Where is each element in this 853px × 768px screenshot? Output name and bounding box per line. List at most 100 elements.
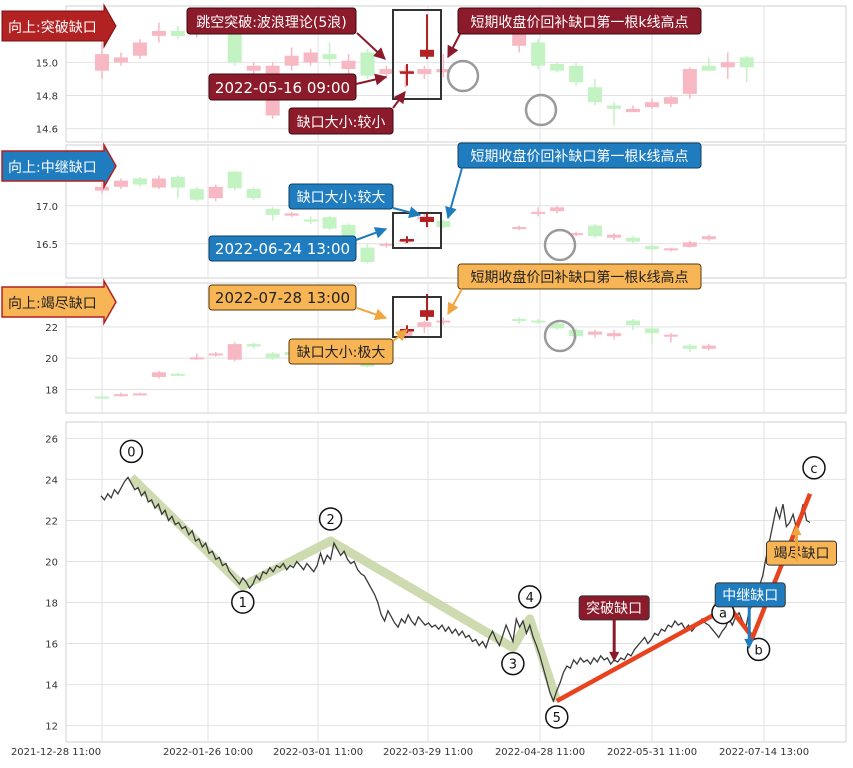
panel-2-candle [208, 186, 223, 199]
panel-1-candle [151, 30, 166, 36]
panel-3-candle [246, 344, 261, 347]
panel-1-candle [170, 30, 185, 36]
panel-3-candle [569, 329, 584, 337]
price-y-tick-label: 22 [45, 516, 58, 527]
panel-2-candle [607, 234, 622, 238]
panel-2-candle [95, 186, 109, 191]
x-tick-label: 2022-03-01 11:00 [273, 747, 363, 758]
panel-3-candle [531, 320, 546, 323]
panel-2-candle [550, 207, 565, 212]
panel-1-candle [113, 57, 128, 63]
panel-2-frame [65, 144, 847, 279]
panel-2-gap-size-label: 缺口大小:较大 [297, 190, 386, 206]
x-tick-label: 2022-04-28 11:00 [495, 747, 585, 758]
gap-marker-label-1: 中继缺口 [722, 588, 778, 604]
panel-1-candle [625, 108, 640, 113]
panel-1-candle [644, 102, 659, 108]
panel-2-candle [701, 236, 716, 240]
panel-1-candle [417, 69, 432, 74]
panel-3-date-label: 2022-07-28 13:00 [215, 289, 350, 307]
panel-2-candle [322, 217, 337, 229]
panel-3-date-arrow [356, 307, 388, 321]
panel-2-gap-size-box [288, 183, 394, 210]
abc-label-b: b [754, 643, 762, 658]
price-y-tick-label: 18 [45, 599, 58, 610]
panel-2-annotations: 向上:中继缺口 短期收盘价回补缺口第一根k线高点 缺口大小:较大 2022-06… [1, 142, 702, 262]
panel-2-candle [303, 219, 318, 222]
panel-2-candle [379, 243, 394, 246]
panel-1-target-label: 短期收盘价回补缺口第一根k线高点 [470, 14, 688, 31]
panel-1-candle [682, 69, 697, 94]
wave-label-circle-3 [501, 651, 525, 676]
gap-marker-box-2 [765, 540, 837, 566]
panel-3-gap-size-arrow [392, 329, 408, 342]
panel-1-candle [607, 105, 622, 109]
panel-2-candle [512, 227, 527, 230]
panel-1-candle [246, 65, 261, 71]
panel-1-gap-size-box [288, 107, 394, 135]
panel-3-candle [113, 394, 128, 397]
panel-3-gap-size-label: 缺口大小:极大 [297, 345, 386, 361]
price-y-tick-label: 12 [45, 722, 58, 733]
panel-3-candle [701, 345, 716, 349]
panel-2-candle [625, 237, 640, 242]
panel-1-frame [65, 5, 847, 143]
grid-lines: 15.014.814.617.016.522201826242220181614… [11, 6, 846, 758]
panel-3-candle [227, 344, 242, 360]
panel-2-candle [246, 189, 261, 199]
panel-3-tag-arrow [1, 278, 117, 326]
panel-2-date-arrow [355, 227, 388, 241]
panel-1-candle [701, 65, 716, 71]
wave-label-5: 5 [553, 711, 561, 726]
x-tick-label: 2022-03-29 11:00 [383, 747, 473, 758]
panel-3-target-label: 短期收盘价回补缺口第一根k线高点 [470, 269, 688, 286]
price-panel-plot: 0 1 2 3 4 5 a b c 突破缺口 中继缺口 竭尽缺口 [100, 439, 837, 729]
panel-2-candle [265, 208, 280, 215]
price-y-tick-label: 20 [45, 557, 58, 568]
panel-2-tag-arrow [1, 142, 117, 190]
panel-2-candle [132, 178, 147, 185]
panel-3-target-box [457, 263, 702, 290]
panel-1-candle [132, 42, 147, 56]
wave-label-1: 1 [239, 596, 247, 611]
panel-3-candle [607, 333, 622, 337]
wave-label-4: 4 [526, 591, 534, 606]
panel-2-target-arrow [445, 167, 463, 220]
panel-3-candle [360, 364, 375, 367]
panel-2-candle [227, 171, 242, 189]
panel-3-gap-candle [420, 310, 434, 317]
panel-1-reason-arrow [356, 32, 386, 60]
panel-1-y-tick-label: 14.8 [36, 92, 58, 103]
wave-label-circle-4 [518, 585, 542, 609]
x-tick-label: 2021-12-28 11:00 [11, 747, 101, 758]
abc-label-a: a [719, 607, 727, 622]
wave-label-3: 3 [509, 658, 517, 673]
panel-3-candle [512, 319, 527, 322]
panel-1-gap-candle [400, 71, 414, 74]
elliott-wave-band [128, 474, 562, 703]
panel-3-date-box [208, 284, 357, 311]
panel-2-fill-circle [543, 228, 577, 262]
price-y-tick-label: 16 [45, 640, 58, 651]
panel-2-candle [189, 189, 204, 200]
panel-1-tag-arrow [1, 3, 117, 49]
price-y-tick-label: 26 [45, 434, 58, 445]
panel-2-candle [113, 180, 128, 187]
panel-1-y-tick-label: 15.0 [36, 58, 58, 69]
panel-1-candle [739, 57, 754, 68]
panel-1-gap-box [392, 9, 442, 100]
panel-1-y-tick-label: 14.6 [36, 125, 58, 136]
panel-3-candle [625, 320, 640, 326]
gap-marker-label-0: 突破缺口 [586, 601, 642, 617]
panel-2-date-box [208, 235, 357, 262]
panel-3-title: 向上:竭尽缺口 [8, 296, 97, 312]
panel-2-y-tick-label: 17.0 [36, 202, 58, 213]
panel-3-candle [132, 393, 147, 396]
panel-1-candle [95, 54, 109, 71]
panel-2-candle [360, 247, 375, 263]
panel-1-candle [379, 69, 394, 74]
panel-1-gap-size-arrow [392, 91, 406, 109]
panel-1-candle [569, 65, 584, 83]
